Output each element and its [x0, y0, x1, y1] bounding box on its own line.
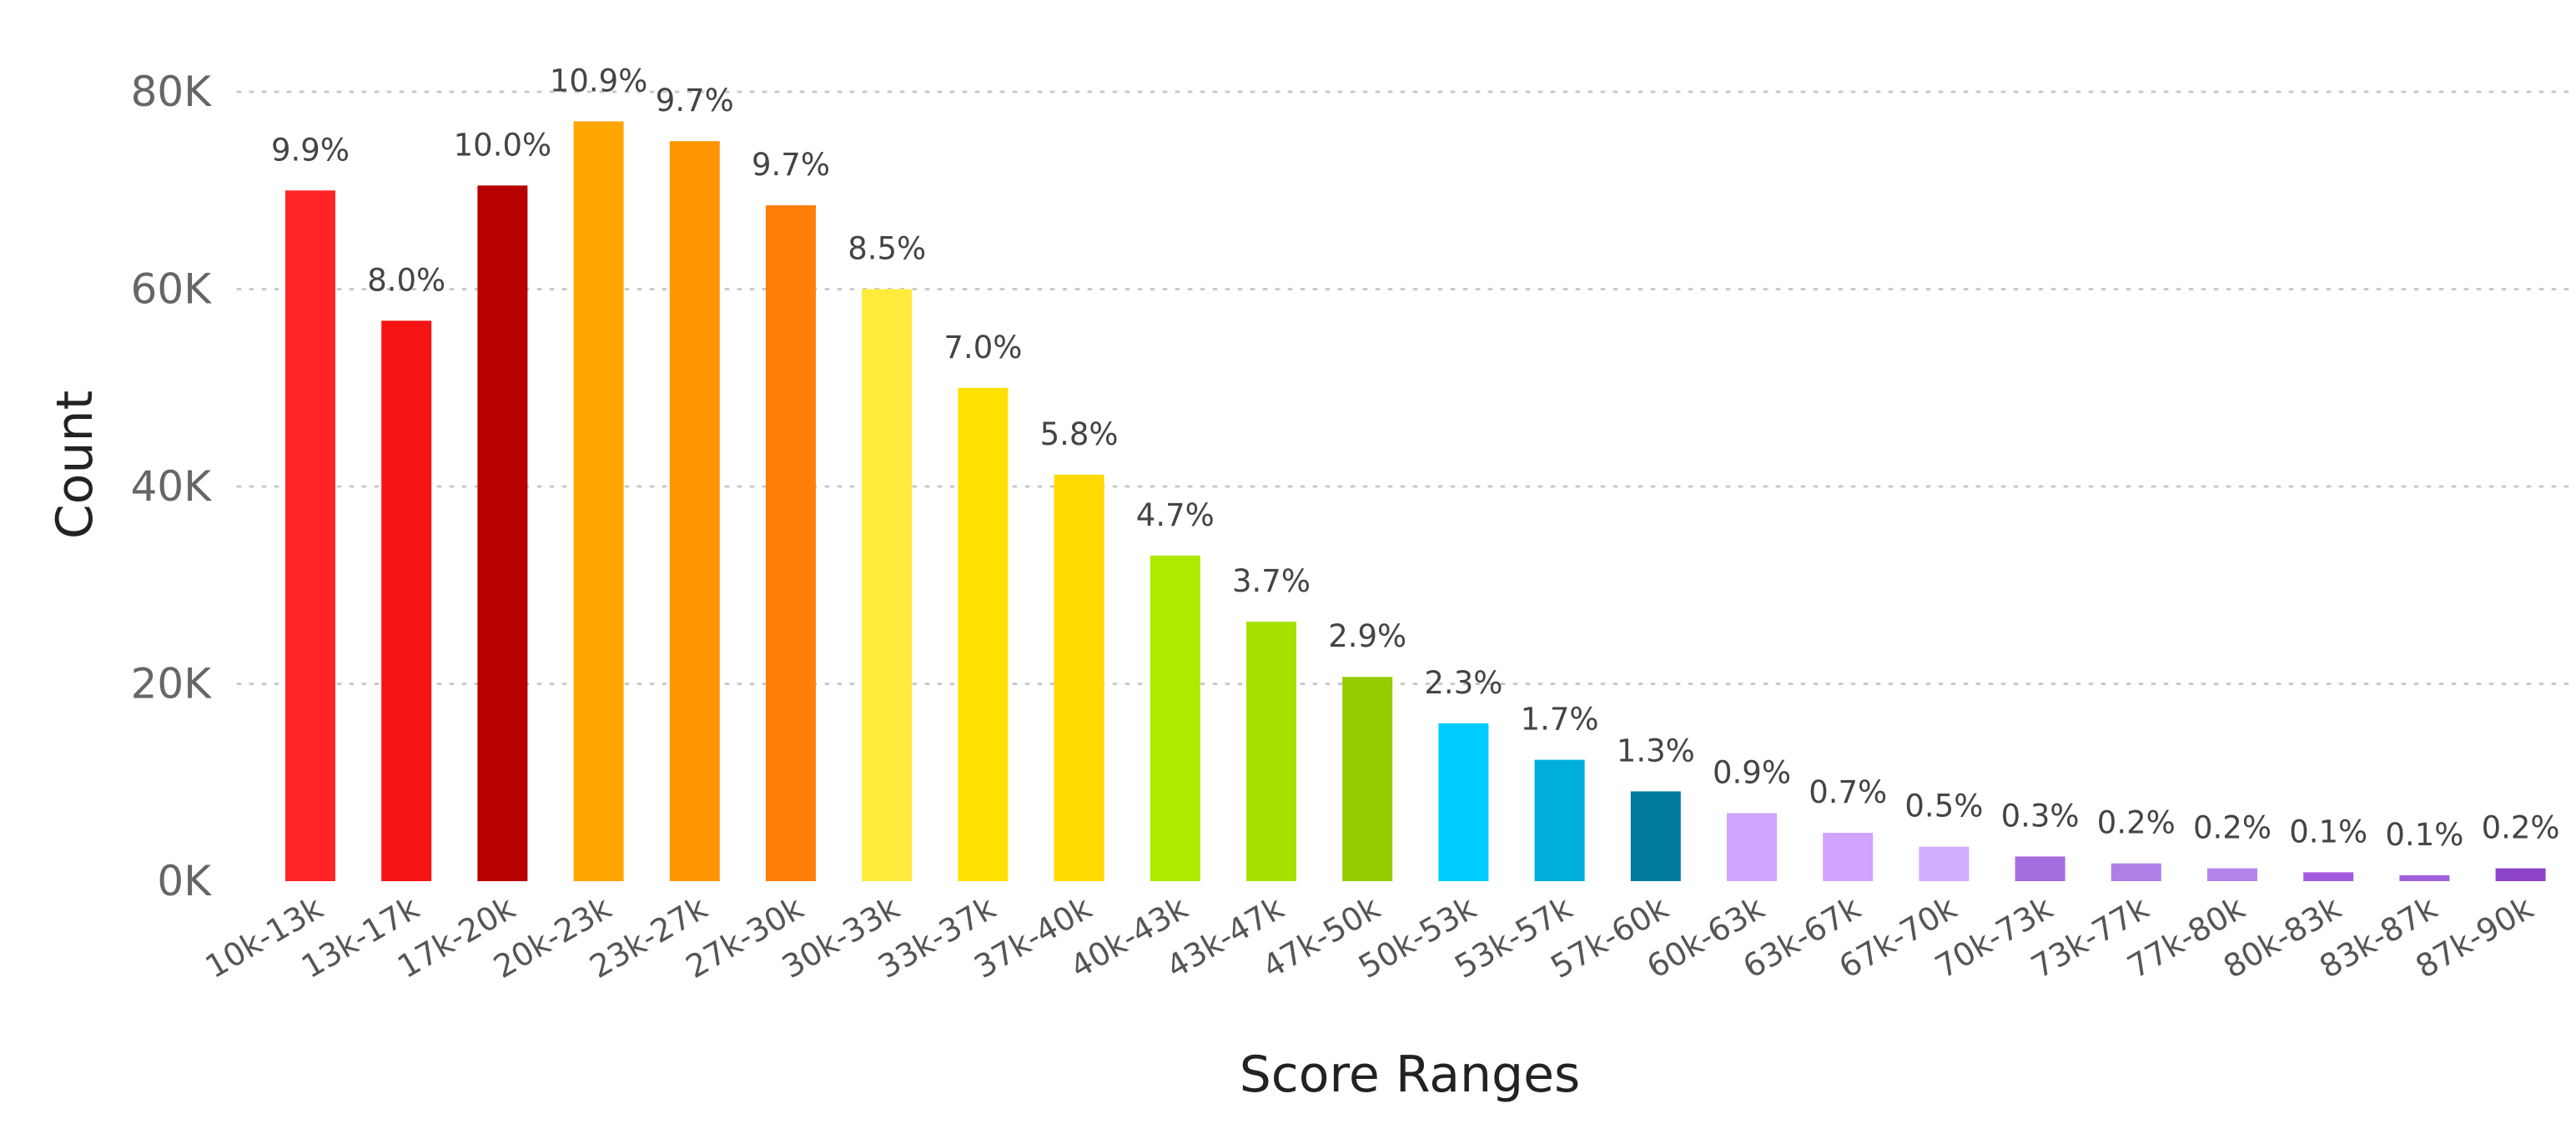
bar-50k-53k [1438, 723, 1489, 881]
bar-43k-47k [1246, 622, 1296, 881]
y-tick-label: 40K [131, 462, 213, 511]
bar-10k-13k [285, 190, 335, 881]
bar-40k-43k [1150, 555, 1200, 881]
bar-57k-60k [1630, 791, 1681, 881]
bar-30k-33k [862, 289, 913, 881]
x-axis-title: Score Ranges [1240, 1046, 1581, 1104]
data-label-67k-70k: 0.5% [1904, 789, 1983, 824]
data-label-63k-67k: 0.7% [1809, 774, 1887, 810]
bar-17k-20k [477, 185, 528, 881]
data-label-60k-63k: 0.9% [1713, 754, 1791, 790]
data-label-80k-83k: 0.1% [2289, 814, 2367, 849]
bar-67k-70k [1919, 846, 1970, 881]
y-tick-label: 80K [131, 68, 213, 116]
data-label-40k-43k: 4.7% [1136, 497, 1215, 533]
bar-20k-23k [573, 121, 624, 882]
y-tick-label: 60K [131, 265, 213, 314]
bar-27k-30k [766, 204, 816, 882]
data-label-27k-30k: 9.7% [752, 147, 830, 183]
data-label-57k-60k: 1.3% [1617, 733, 1695, 769]
bar-23k-27k [669, 141, 720, 881]
data-label-50k-53k: 2.3% [1424, 665, 1502, 701]
data-label-33k-37k: 7.0% [943, 330, 1022, 365]
data-label-10k-13k: 9.9% [271, 132, 350, 168]
data-label-30k-33k: 8.5% [848, 231, 926, 267]
y-axis-title: Count [46, 391, 104, 539]
bar-37k-40k [1054, 474, 1104, 881]
data-label-13k-17k: 8.0% [367, 262, 445, 298]
bars [285, 121, 2546, 882]
bar-63k-67k [1823, 833, 1874, 881]
data-label-37k-40k: 5.8% [1040, 416, 1119, 452]
data-label-83k-87k: 0.1% [2385, 817, 2463, 853]
data-label-23k-27k: 9.7% [656, 83, 734, 118]
y-tick-label: 0K [157, 857, 212, 905]
data-label-77k-80k: 0.2% [2193, 810, 2272, 846]
gridlines [236, 90, 2569, 685]
data-label-70k-73k: 0.3% [2001, 798, 2080, 834]
bar-80k-83k [2303, 872, 2354, 881]
data-label-73k-77k: 0.2% [2097, 805, 2176, 841]
data-label-53k-57k: 1.7% [1521, 702, 1599, 738]
y-tick-label: 20K [131, 660, 213, 708]
data-labels: 9.9%8.0%10.0%10.9%9.7%9.7%8.5%7.0%5.8%4.… [271, 63, 2560, 852]
data-label-17k-20k: 10.0% [454, 127, 552, 163]
bar-83k-87k [2399, 874, 2450, 881]
data-label-20k-23k: 10.9% [550, 63, 648, 98]
data-label-47k-50k: 2.9% [1328, 618, 1406, 654]
data-label-87k-90k: 0.2% [2482, 810, 2560, 846]
y-axis-ticks: 0K 20K 40K 60K 80K [131, 68, 213, 905]
bar-70k-73k [2015, 856, 2065, 881]
bar-53k-57k [1534, 759, 1585, 881]
x-axis-ticks: 10k-13k13k-17k17k-20k20k-23k23k-27k27k-3… [199, 890, 2539, 985]
bar-77k-80k [2207, 868, 2257, 881]
bar-33k-37k [958, 387, 1009, 881]
bar-87k-90k [2495, 868, 2546, 881]
bar-47k-50k [1342, 677, 1393, 881]
bar-60k-63k [1727, 813, 1777, 881]
data-label-43k-47k: 3.7% [1232, 563, 1311, 599]
bar-13k-17k [381, 320, 432, 882]
bar-73k-77k [2111, 863, 2161, 881]
